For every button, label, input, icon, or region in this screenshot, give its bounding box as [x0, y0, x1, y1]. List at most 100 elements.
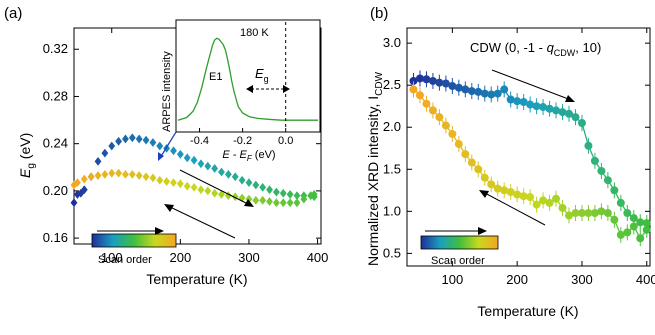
x-tick-label: 300	[238, 250, 260, 265]
data-point-cooling-lower	[571, 209, 580, 218]
data-point-heating-upper	[441, 79, 450, 88]
data-point-heating-upper	[532, 102, 541, 111]
data-point-cooling-lower	[565, 211, 573, 220]
data-point-cooling-lower	[422, 99, 431, 108]
inset-spectrum-curve	[177, 37, 318, 121]
data-point-cooling-lower	[115, 168, 122, 178]
data-point-cooling-lower	[94, 171, 102, 180]
data-point-heating-upper	[493, 89, 502, 98]
data-point-heating-upper	[461, 85, 470, 94]
data-point-cooling-lower	[259, 195, 267, 205]
data-point-heating-upper	[565, 109, 573, 118]
data-point-heating-upper	[428, 76, 437, 85]
panel-b-x-axis-label: Temperature (K)	[477, 303, 578, 319]
data-point-heating-upper	[636, 218, 645, 227]
data-point-heating-upper	[122, 134, 129, 144]
inset-x-tick-label: -0.4	[190, 135, 209, 147]
data-point-cooling-lower	[454, 140, 463, 149]
data-point-cooling-lower	[513, 190, 522, 199]
data-point-cooling-lower	[293, 198, 301, 208]
data-point-heating-upper	[577, 119, 586, 128]
data-point-heating-upper	[197, 159, 205, 169]
data-point-heating-upper	[448, 82, 457, 91]
data-point-cooling-lower	[273, 198, 280, 208]
data-point-cooling-lower	[286, 198, 294, 208]
data-point-heating-upper	[571, 113, 580, 122]
inset-pointer-line	[159, 131, 177, 159]
panel-a-x-axis-label: Temperature (K)	[146, 271, 247, 287]
data-point-cooling-lower	[526, 193, 535, 202]
data-point-heating-upper	[259, 182, 267, 192]
data-point-cooling-lower	[279, 198, 287, 208]
inset-frame	[175, 19, 321, 133]
data-point-heating-upper	[204, 161, 212, 171]
data-point-heating-upper	[80, 185, 88, 195]
inset-y-axis-label: ARPES intensity	[161, 51, 173, 132]
data-point-heating-upper	[539, 103, 548, 112]
x-tick-label: 100	[442, 272, 464, 287]
data-point-cooling-lower	[448, 129, 457, 138]
inset-x-tick-label: -0.2	[233, 135, 252, 147]
data-point-heating-upper	[603, 176, 612, 185]
data-point-cooling-lower	[409, 85, 418, 94]
data-point-heating-upper	[70, 198, 78, 208]
y-tick-label: 0.32	[43, 41, 68, 56]
x-tick-label: 400	[307, 250, 329, 265]
data-point-heating-upper	[128, 133, 136, 143]
panel-a-scan-order-colorbar: Scan order	[91, 227, 177, 266]
inset-ticks: -0.4 -0.2 0.0	[190, 128, 293, 147]
data-point-cooling-lower	[539, 196, 548, 205]
data-point-cooling-lower	[238, 193, 246, 203]
data-point-heating-upper	[156, 141, 164, 151]
panel-a-scan-order-label: Scan order	[98, 254, 152, 266]
panel-a-heating-arrow	[179, 169, 254, 207]
panel-b-cooling-arrow	[479, 190, 546, 226]
data-point-heating-upper	[558, 108, 567, 117]
data-point-cooling-lower	[163, 177, 171, 186]
data-point-cooling-lower	[266, 197, 273, 206]
data-point-heating-upper	[115, 136, 122, 146]
data-point-heating-upper	[415, 74, 424, 83]
panel-b-label: (b)	[370, 5, 388, 22]
data-point-heating-upper	[519, 98, 528, 107]
data-point-cooling-lower	[545, 198, 554, 207]
data-point-heating-upper	[584, 141, 593, 150]
data-point-cooling-lower	[552, 194, 561, 203]
data-point-cooling-lower	[435, 113, 444, 122]
data-point-cooling-lower	[87, 172, 95, 182]
arpes-inset: -0.4 -0.2 0.0 180 K E1 Eg ARPES intensity …	[158, 19, 321, 163]
data-point-heating-upper	[474, 87, 483, 96]
data-point-heating-upper	[293, 191, 301, 201]
data-point-heating-upper	[623, 209, 632, 218]
data-point-heating-upper	[135, 134, 143, 144]
y-tick-label: 2.5	[383, 77, 401, 92]
data-point-heating-upper	[286, 190, 294, 199]
data-point-heating-upper	[176, 149, 184, 159]
data-point-heating-upper	[279, 188, 287, 198]
x-tick-label: 400	[636, 272, 655, 287]
data-point-heating-upper	[273, 187, 280, 197]
data-point-cooling-lower	[467, 158, 476, 167]
data-point-heating-upper	[552, 106, 561, 115]
data-point-heating-upper	[616, 198, 625, 207]
data-point-cooling-lower	[190, 182, 198, 192]
data-point-cooling-lower	[558, 203, 567, 212]
data-point-heating-upper	[454, 83, 463, 92]
data-point-heating-upper	[422, 75, 431, 84]
data-point-cooling-lower	[197, 185, 205, 195]
data-point-cooling-lower	[211, 188, 219, 198]
data-point-cooling-lower	[218, 190, 225, 199]
panel-b-data	[409, 70, 651, 247]
data-point-cooling-lower	[428, 106, 437, 115]
data-point-cooling-lower	[474, 165, 483, 174]
inset-peak-label: E1	[209, 71, 222, 83]
y-tick-label: 0.20	[43, 183, 68, 198]
panel-a-data	[70, 133, 318, 208]
inset-gap-arrow	[246, 85, 290, 93]
data-point-heating-upper	[231, 172, 239, 182]
data-point-heating-upper	[211, 164, 219, 173]
data-point-heating-upper	[506, 95, 515, 104]
data-point-heating-upper	[500, 85, 509, 94]
data-point-cooling-lower	[461, 150, 470, 159]
data-point-heating-upper	[610, 186, 619, 195]
